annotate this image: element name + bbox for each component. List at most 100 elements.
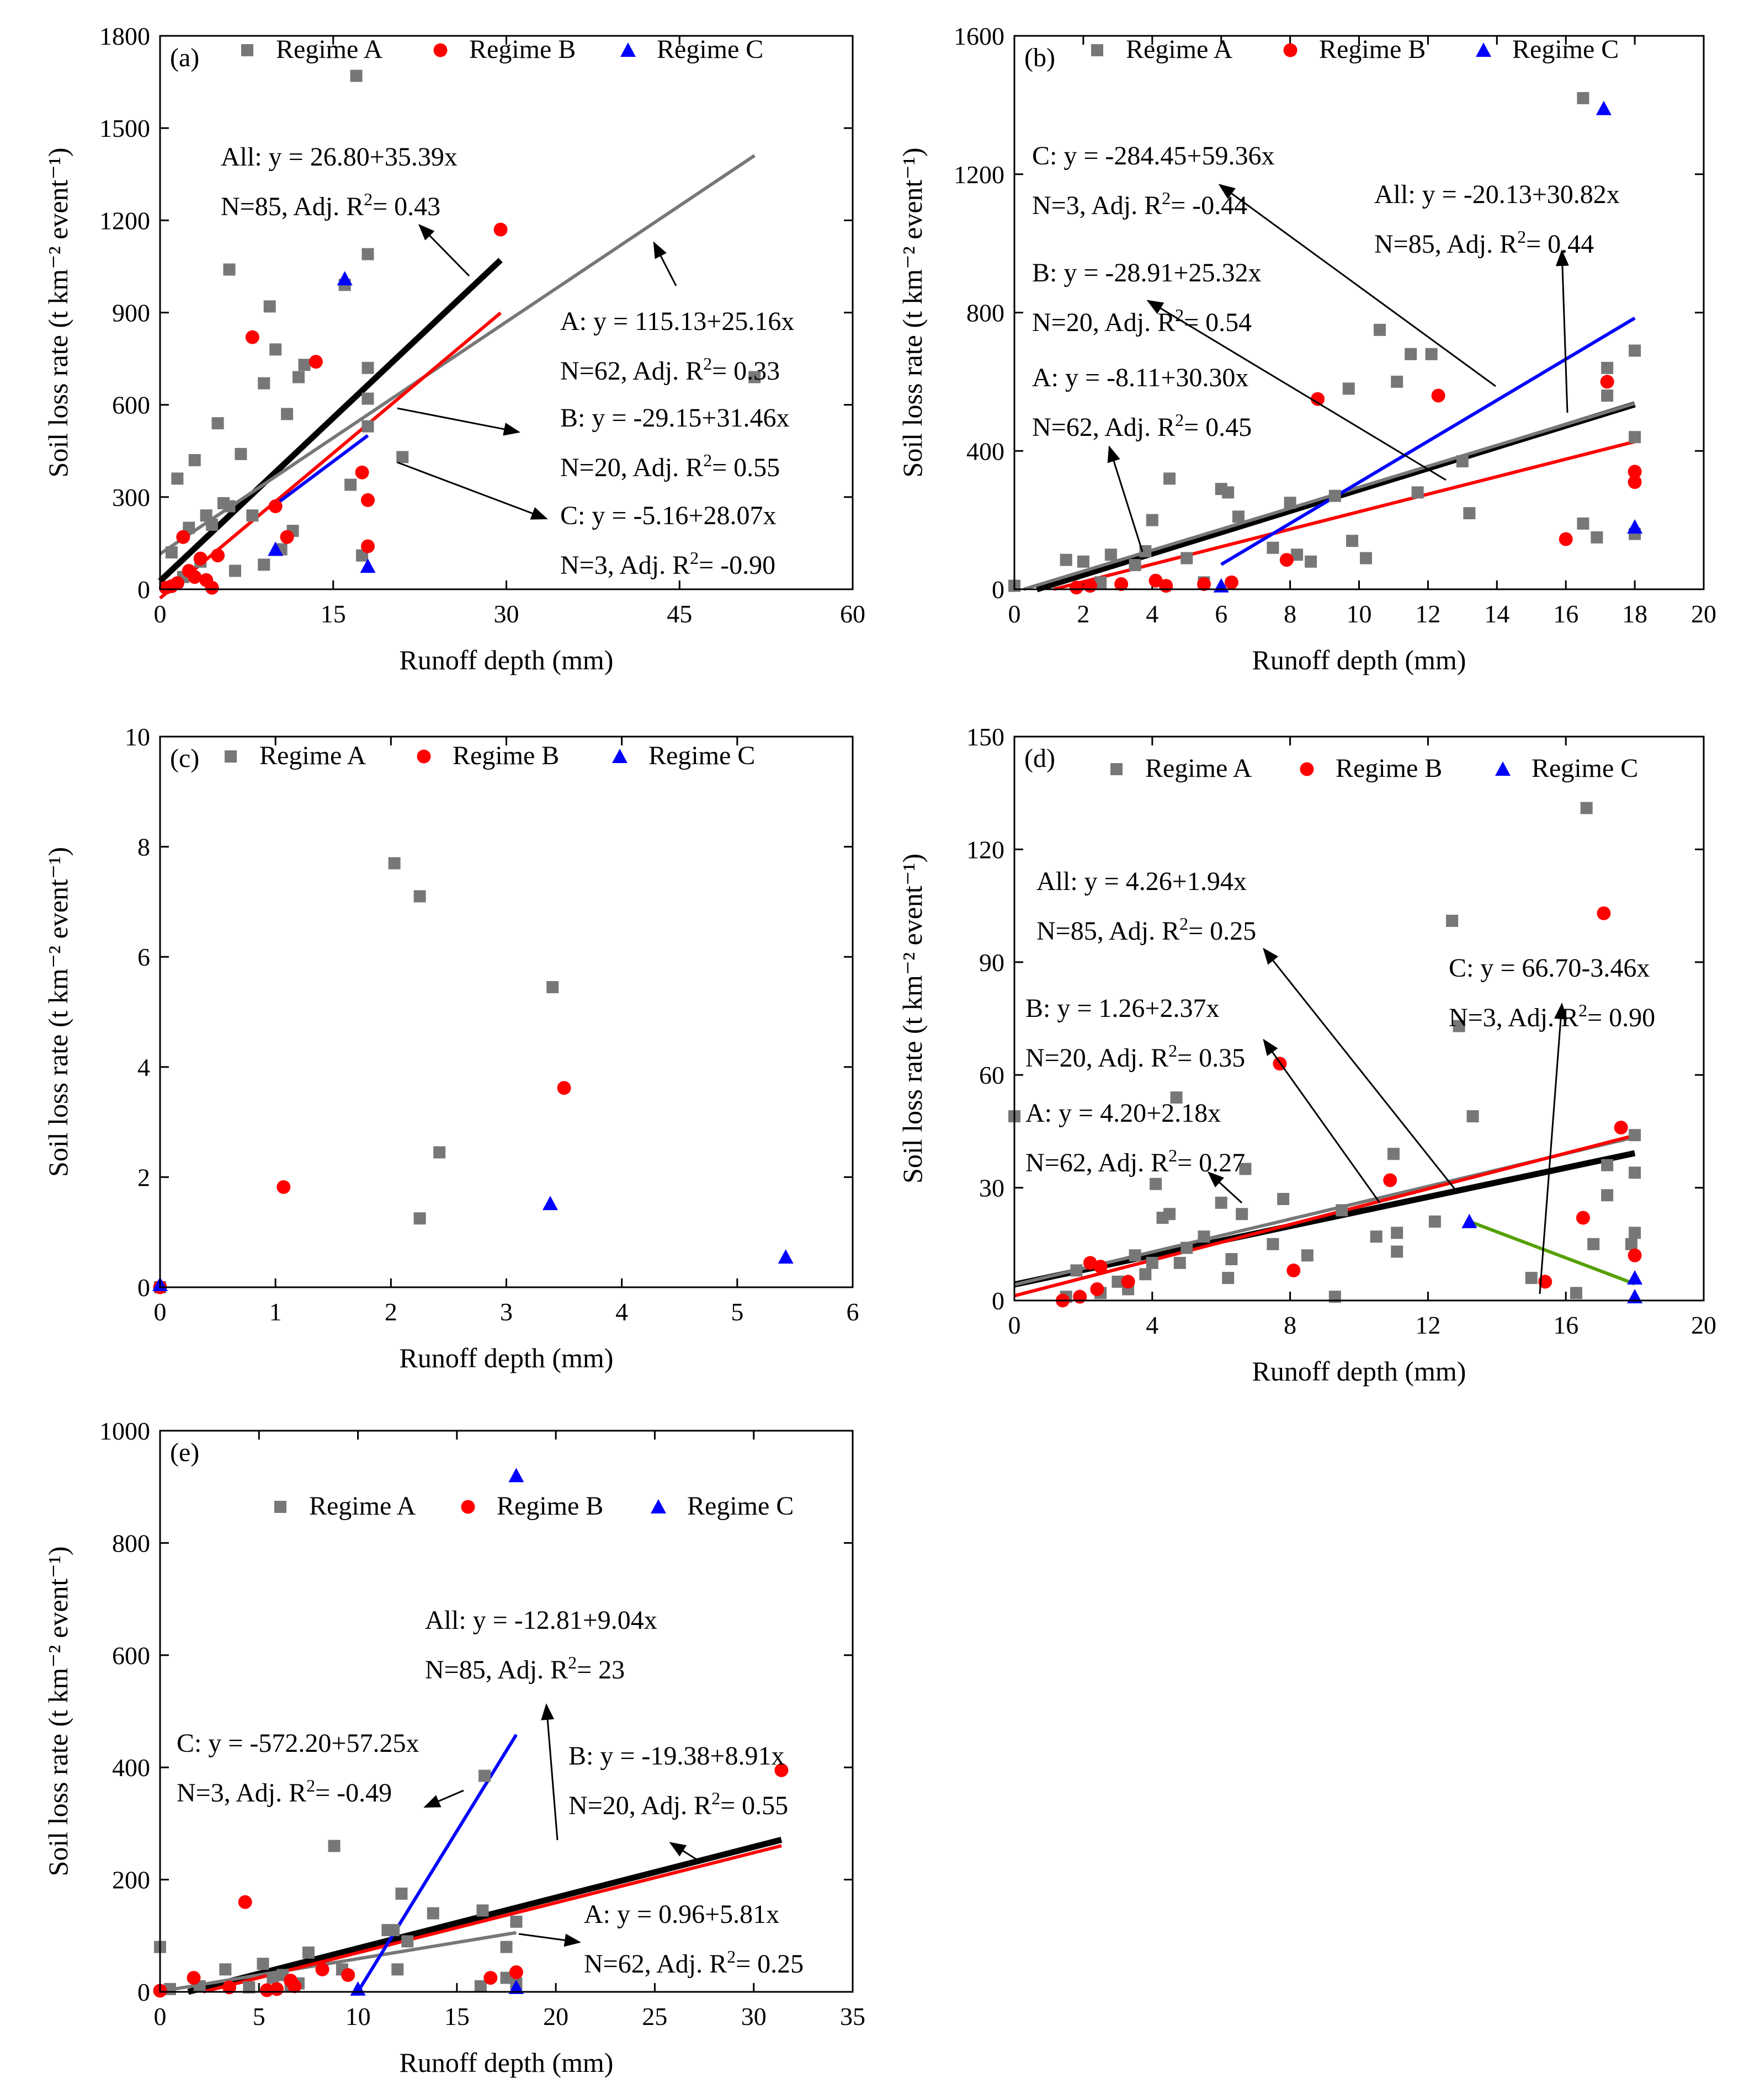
regime-b-point (245, 330, 259, 344)
plot-frame (159, 735, 854, 1288)
regime-a-point (1267, 1238, 1279, 1250)
regime-a-point (1139, 545, 1152, 558)
legend-label: Regime A (276, 35, 383, 64)
regime-a-point (1267, 541, 1279, 554)
x-tick-label: 0 (154, 2002, 167, 2030)
regime-a-point (1570, 1287, 1582, 1299)
fit-arrow-a (1107, 445, 1144, 552)
fit-arrow-all (1555, 249, 1569, 413)
regime-b-point (1559, 532, 1573, 546)
regime-a-point (1601, 389, 1614, 402)
legend-label: Regime B (497, 1491, 603, 1521)
legend-label: Regime A (1126, 35, 1233, 64)
regime-a-point (401, 1935, 414, 1948)
y-tick-label: 2 (137, 1163, 150, 1191)
regime-b-point (1628, 465, 1642, 479)
regime-a-point (1301, 1249, 1314, 1262)
regime-a-point (546, 981, 559, 994)
x-tick-label: 45 (667, 600, 692, 628)
fit-equation-all: All: y = -20.13+30.82x (1374, 180, 1620, 209)
fit-line-c (1469, 1219, 1636, 1286)
regime-a-point (1425, 348, 1438, 360)
regime-b-point (1224, 575, 1238, 589)
plot-frame (159, 35, 854, 590)
x-tick-label: 15 (444, 2002, 470, 2030)
regime-a-point (1215, 1196, 1227, 1209)
regime-a-point (1336, 1204, 1348, 1217)
regime-b-point (493, 222, 508, 237)
regime-b-point (277, 1180, 291, 1194)
y-tick-label: 4 (137, 1053, 150, 1081)
fit-arrow-all (541, 1703, 559, 1841)
x-tick-label: 0 (1008, 1311, 1021, 1339)
fit-arrow-c (1539, 1003, 1567, 1294)
fit-line-a (159, 1931, 517, 1993)
regime-a-point (361, 248, 374, 260)
plot-frame (159, 1430, 854, 1993)
regime-b-point (483, 1971, 498, 1985)
regime-a-point (1305, 555, 1317, 568)
regime-b-point (1614, 1121, 1628, 1135)
regime-a-point (1091, 44, 1103, 56)
regime-b-point (361, 539, 375, 553)
fit-line-all (158, 258, 503, 584)
regime-a-point (474, 1980, 487, 1992)
regime-a-point (1239, 1163, 1252, 1175)
y-tick-label: 150 (966, 723, 1004, 751)
y-tick-label: 10 (125, 723, 150, 751)
fit-equation-b: B: y = -28.91+25.32x (1032, 258, 1261, 287)
regime-b-point (1628, 475, 1642, 489)
regime-c-point (508, 1468, 524, 1483)
x-tick-label: 4 (615, 1298, 628, 1326)
x-tick-label: 25 (642, 2002, 667, 2030)
fit-line-all (1013, 1150, 1636, 1288)
regime-b-point (361, 493, 375, 507)
regime-a-point (476, 1904, 489, 1917)
chart-panel-c: 0 1 2 3 4 5 6 0 2 4 6 8 10 (c) Regime A Regime B Regime … (42, 723, 859, 1373)
regime-b-point (341, 1968, 355, 1982)
regime-a-point (1146, 514, 1158, 526)
regime-a-point (510, 1915, 523, 1928)
x-tick-label: 14 (1484, 600, 1509, 628)
y-tick-label: 400 (112, 1753, 150, 1782)
regime-a-point (1077, 555, 1089, 568)
fit-arrow-a (653, 241, 677, 286)
fit-line-c (357, 1734, 518, 1993)
regime-c-point (651, 1499, 666, 1513)
y-tick-label: 0 (992, 575, 1004, 604)
regime-b-point (1311, 392, 1325, 406)
panel-label: (c) (170, 744, 199, 773)
fit-stats-c: N=3, Adj. R2= 0.90 (1449, 1000, 1655, 1032)
regime-c-point (620, 42, 636, 57)
regime-b-point (187, 1971, 201, 1985)
regime-a-point (269, 343, 282, 356)
regime-a-point (1370, 1230, 1383, 1243)
fit-stats-all: N=85, Adj. R2= 23 (425, 1653, 625, 1685)
regime-a-point (361, 361, 374, 374)
x-tick-label: 20 (543, 2002, 568, 2030)
regime-a-point (1181, 552, 1193, 564)
x-axis-label: Runoff depth (mm) (400, 1342, 614, 1373)
regime-a-point (1163, 1208, 1176, 1220)
regime-a-point (361, 392, 374, 405)
legend-label: Regime B (1319, 35, 1426, 64)
regime-b-point (222, 1980, 236, 1995)
y-axis-label: Soil loss rate (t km⁻² event⁻¹) (42, 847, 73, 1177)
regime-a-point (1110, 763, 1123, 775)
regime-a-point (748, 371, 761, 383)
regime-a-point (1112, 1275, 1124, 1288)
fit-equation-b: B: y = -29.15+31.46x (560, 403, 789, 433)
y-tick-label: 300 (112, 483, 150, 511)
x-tick-label: 35 (840, 2002, 865, 2030)
y-axis-label: Soil loss rate (t km⁻² event⁻¹) (42, 1547, 73, 1877)
x-tick-label: 4 (1146, 600, 1158, 628)
regime-a-point (1577, 92, 1589, 104)
x-tick-label: 4 (1146, 1311, 1158, 1339)
fit-stats-a: N=62, Adj. R2= 0.27 (1025, 1145, 1245, 1177)
regime-a-point (211, 417, 224, 430)
regime-b-point (1286, 1263, 1301, 1277)
regime-a-point (298, 359, 311, 371)
regime-a-point (388, 857, 401, 870)
regime-a-point (241, 44, 253, 56)
regime-a-point (206, 518, 219, 531)
